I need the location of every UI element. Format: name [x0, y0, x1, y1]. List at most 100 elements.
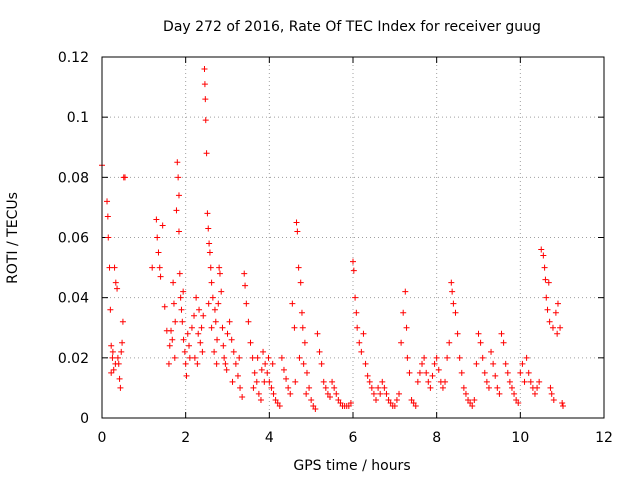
data-point — [324, 390, 331, 397]
data-point — [513, 396, 520, 403]
data-point — [250, 384, 257, 391]
data-point — [179, 318, 186, 325]
data-point — [490, 360, 497, 367]
data-point — [454, 330, 461, 337]
data-point — [222, 360, 229, 367]
data-point — [534, 384, 541, 391]
data-point — [218, 288, 225, 295]
data-point — [241, 270, 248, 277]
data-point — [177, 294, 184, 301]
data-point — [452, 309, 459, 316]
data-point — [197, 339, 204, 346]
data-point — [527, 378, 534, 385]
data-point — [549, 324, 556, 331]
data-point — [258, 366, 265, 373]
data-point — [251, 369, 258, 376]
data-point — [444, 354, 451, 361]
data-point — [500, 339, 507, 346]
data-point — [212, 318, 219, 325]
data-point — [460, 384, 467, 391]
data-point — [318, 360, 325, 367]
data-point — [541, 264, 548, 271]
data-point — [475, 330, 482, 337]
data-point — [191, 354, 198, 361]
data-point — [262, 360, 269, 367]
data-point — [326, 393, 333, 400]
data-point — [243, 300, 250, 307]
data-point — [560, 402, 567, 409]
data-point — [496, 390, 503, 397]
data-point — [234, 372, 241, 379]
data-point — [554, 300, 561, 307]
data-point — [159, 222, 166, 229]
data-point — [209, 294, 216, 301]
data-point — [301, 339, 308, 346]
data-point — [220, 342, 227, 349]
data-point — [149, 264, 156, 271]
data-point — [458, 369, 465, 376]
data-point — [265, 354, 272, 361]
data-point — [421, 354, 428, 361]
data-point — [254, 354, 261, 361]
data-point — [193, 294, 200, 301]
data-point — [295, 264, 302, 271]
data-point — [242, 282, 249, 289]
data-point — [358, 348, 365, 355]
data-point — [485, 384, 492, 391]
data-point — [211, 348, 218, 355]
data-point — [521, 378, 528, 385]
data-point — [208, 324, 215, 331]
y-tick-label: 0.06 — [58, 231, 89, 247]
data-point — [117, 384, 124, 391]
data-point — [239, 393, 246, 400]
data-point — [237, 384, 244, 391]
data-point — [105, 234, 112, 241]
data-point — [245, 318, 252, 325]
data-point — [300, 360, 307, 367]
data-point — [523, 354, 530, 361]
data-point — [403, 324, 410, 331]
data-point — [542, 276, 549, 283]
data-point — [373, 396, 380, 403]
chart-title: Day 272 of 2016, Rate Of TEC Index for r… — [163, 19, 541, 35]
data-point — [408, 396, 415, 403]
data-point — [161, 303, 168, 310]
data-point — [299, 324, 306, 331]
data-point — [276, 402, 283, 409]
data-point — [356, 339, 363, 346]
x-tick-label: 0 — [98, 430, 107, 446]
data-point — [552, 309, 559, 316]
data-point — [504, 369, 511, 376]
data-point — [517, 369, 524, 376]
data-point — [211, 306, 218, 313]
data-point — [366, 378, 373, 385]
data-point — [205, 300, 212, 307]
y-tick-label: 0.08 — [58, 170, 89, 186]
x-tick-label: 2 — [181, 430, 190, 446]
data-point — [178, 306, 185, 313]
data-point — [173, 207, 180, 214]
data-point — [182, 360, 189, 367]
data-point — [255, 390, 262, 397]
data-point — [540, 252, 547, 259]
data-point — [201, 66, 208, 73]
data-point — [201, 81, 208, 88]
data-point — [118, 348, 125, 355]
data-point — [247, 339, 254, 346]
data-point — [176, 270, 183, 277]
data-point — [353, 309, 360, 316]
data-point — [393, 396, 400, 403]
data-point — [502, 360, 509, 367]
data-point — [156, 264, 163, 271]
data-point — [266, 378, 273, 385]
data-point — [186, 342, 193, 349]
x-tick-label: 4 — [265, 430, 274, 446]
data-point — [272, 396, 279, 403]
data-point — [456, 354, 463, 361]
data-point — [200, 312, 207, 319]
y-tick-label: 0.12 — [58, 50, 89, 66]
data-point — [195, 330, 202, 337]
data-point — [465, 396, 472, 403]
data-point — [175, 192, 182, 199]
data-point — [546, 318, 553, 325]
